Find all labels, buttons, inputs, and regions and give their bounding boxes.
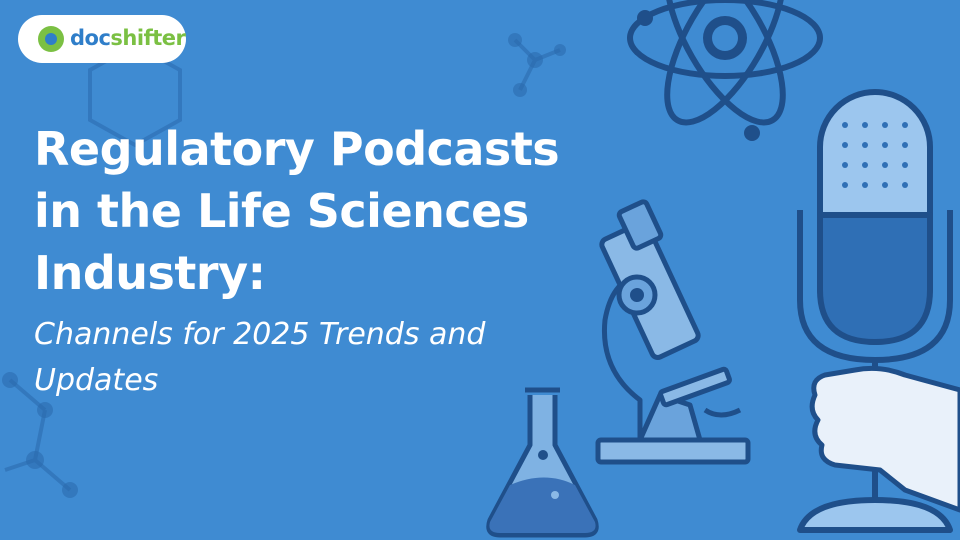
subtitle-line: Channels for 2025 Trends and [34,317,486,352]
subtitle: Channels for 2025 Trends and Updates [34,312,485,404]
title-line: Regulatory Podcasts [34,122,560,176]
title-line: in the Life Sciences [34,184,529,238]
logo-text: docshifter [70,26,186,50]
logo[interactable]: docshifter [18,15,186,63]
logo-icon [38,26,64,52]
logo-text-part: shifter [110,26,186,50]
title-line: Industry: [34,246,266,300]
title: Regulatory Podcasts in the Life Sciences… [34,118,560,304]
logo-text-part: doc [70,26,111,50]
subtitle-line: Updates [34,363,159,398]
